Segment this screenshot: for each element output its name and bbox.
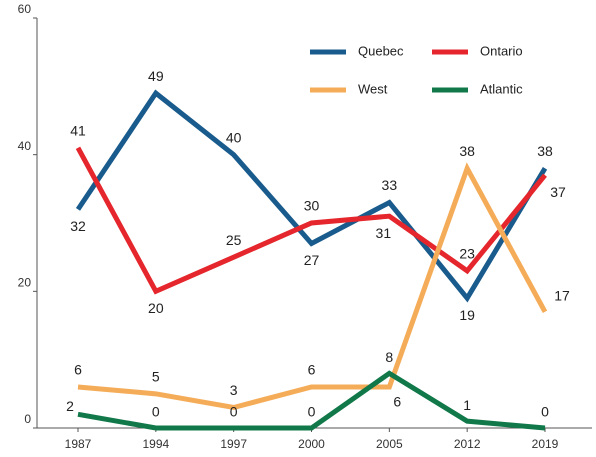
data-label: 0 <box>541 404 549 420</box>
legend-label: Atlantic <box>480 81 523 96</box>
data-label: 37 <box>550 184 566 200</box>
x-tick-label: 1987 <box>65 437 92 451</box>
data-label: 32 <box>70 218 86 234</box>
x-tick-label: 2000 <box>298 437 325 451</box>
y-tick-label: 0 <box>24 412 31 426</box>
data-label: 0 <box>230 404 238 420</box>
data-label: 3 <box>230 382 238 398</box>
data-label: 31 <box>376 225 392 241</box>
legend-label: West <box>358 81 388 96</box>
data-label: 2 <box>66 398 74 414</box>
data-label: 40 <box>226 129 242 145</box>
series-line <box>75 89 548 303</box>
y-tick-label: 60 <box>18 2 32 16</box>
data-label: 27 <box>304 252 320 268</box>
data-label: 30 <box>304 198 320 214</box>
data-label: 6 <box>308 362 316 378</box>
data-label: 0 <box>152 404 160 420</box>
data-label: 0 <box>308 404 316 420</box>
data-label: 23 <box>459 246 475 262</box>
data-label: 20 <box>148 300 164 316</box>
data-label: 19 <box>459 307 475 323</box>
x-tick-label: 2012 <box>454 437 481 451</box>
legend-label: Quebec <box>358 43 404 58</box>
data-label: 49 <box>148 68 164 84</box>
data-label: 6 <box>74 362 82 378</box>
legend-label: Ontario <box>480 43 523 58</box>
data-label: 25 <box>226 232 242 248</box>
data-label: 1 <box>463 397 471 413</box>
series-line <box>75 146 547 295</box>
data-label: 17 <box>554 288 570 304</box>
x-tick-label: 1994 <box>142 437 169 451</box>
x-tick-label: 1997 <box>220 437 247 451</box>
x-tick-label: 2005 <box>376 437 403 451</box>
y-tick-label: 20 <box>18 276 32 290</box>
data-label: 38 <box>459 143 475 159</box>
series-line <box>77 162 548 411</box>
x-tick-label: 2019 <box>532 437 559 451</box>
data-label: 8 <box>385 349 393 365</box>
data-label: 41 <box>70 123 86 139</box>
data-label: 33 <box>382 177 398 193</box>
data-label: 5 <box>152 369 160 385</box>
data-label: 38 <box>537 143 553 159</box>
series-line <box>77 370 546 431</box>
data-label: 6 <box>393 394 401 410</box>
y-tick-label: 40 <box>18 139 32 153</box>
